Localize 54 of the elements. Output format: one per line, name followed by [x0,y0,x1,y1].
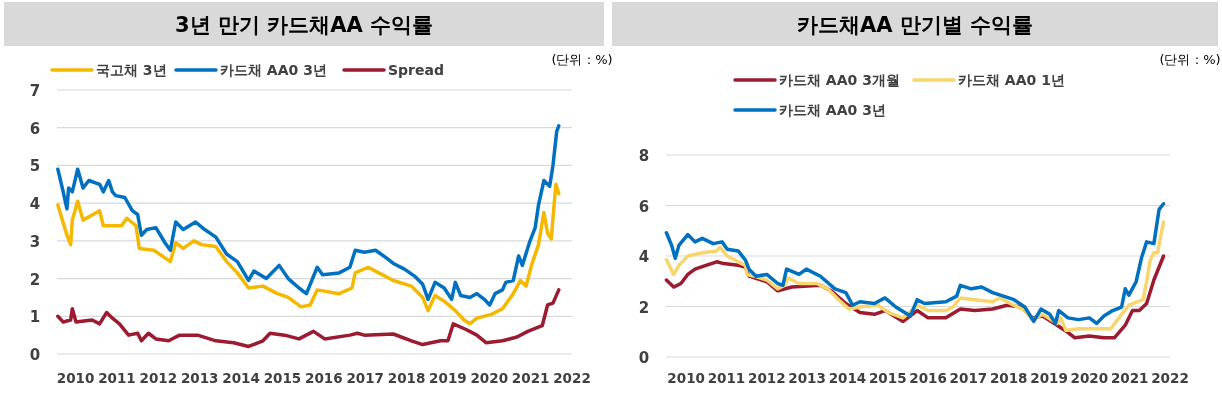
line-series [664,201,1166,326]
chart-title: 카드채AA 만기별 수익률 [796,13,1034,37]
y-tick-label: 4 [638,248,650,266]
x-tick-label: 2012 [139,370,178,386]
y-tick-label: 6 [29,119,41,138]
x-tick-label: 2019 [1030,370,1068,386]
x-tick-label: 2017 [346,370,384,386]
y-tick-label: 5 [29,157,41,176]
line-series [664,220,1166,333]
x-tick-label: 2016 [305,370,343,386]
y-tick-label: 2 [29,270,41,289]
line-series [56,288,561,349]
x-tick-label: 2014 [828,370,867,386]
text: (단위 : %) [1159,52,1221,67]
line-series [56,182,561,326]
y-tick-label: 3 [29,232,41,251]
legend-label: 카드채 AA0 3년 [220,62,327,78]
x-tick-label: 2021 [511,370,550,386]
y-tick-label: 7 [29,82,41,100]
x-tick-label: 2022 [1151,370,1189,386]
x-tick-label: 2019 [429,370,467,386]
x-tick-label: 2013 [180,370,219,386]
x-tick-label: 2011 [98,370,136,386]
x-tick-label: 2012 [748,370,786,386]
x-tick-label: 2011 [707,370,746,386]
y-tick-label: 0 [29,346,41,364]
x-tick-label: 2017 [949,370,988,386]
legend-label: Spread [388,62,444,78]
x-tick-label: 2018 [989,370,1028,386]
x-tick-label: 2013 [788,370,826,386]
y-tick-label: 1 [29,308,41,327]
x-tick-label: 2015 [263,370,302,386]
x-tick-label: 2018 [387,370,426,386]
y-tick-label: 2 [638,298,650,317]
x-tick-label: 2010 [667,370,705,386]
x-tick-label: 2014 [222,370,260,386]
x-tick-label: 2010 [56,370,95,386]
chart-title: 3년 만기 카드채AA 수익률 [174,13,434,37]
x-tick-label: 2016 [909,370,947,386]
legend-label: 카드채 AA0 3년 [779,102,886,118]
legend-label: 국고채 3년 [96,62,167,78]
y-tick-label: 6 [638,197,650,216]
y-tick-label: 4 [29,195,41,214]
x-tick-label: 2022 [553,370,591,386]
text: (단위 : %) [551,52,613,67]
x-tick-label: 2020 [1070,370,1109,386]
legend-label: 카드채 AA0 3개월 [779,72,900,88]
legend-label: 카드채 AA0 1년 [958,72,1065,88]
line-series [56,124,561,307]
x-tick-label: 2020 [470,370,509,386]
y-tick-label: 0 [638,349,650,367]
y-tick-label: 8 [638,147,650,165]
x-tick-label: 2021 [1110,370,1149,386]
x-tick-label: 2015 [868,370,907,386]
